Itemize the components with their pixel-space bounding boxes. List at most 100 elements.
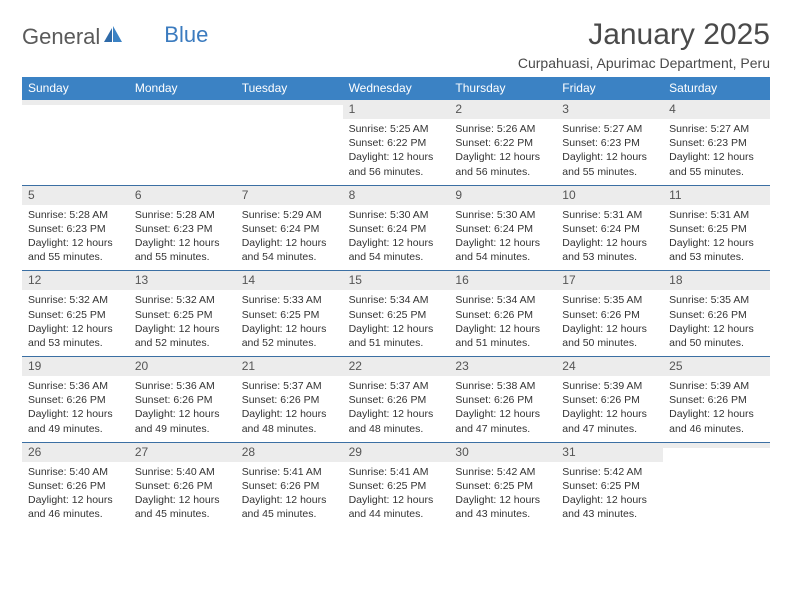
sunrise-text: Sunrise: 5:26 AM <box>455 122 550 136</box>
day-details: Sunrise: 5:26 AMSunset: 6:22 PMDaylight:… <box>449 119 556 185</box>
page-title: January 2025 <box>518 18 770 52</box>
sunrise-text: Sunrise: 5:33 AM <box>242 293 337 307</box>
day-cell: 17Sunrise: 5:35 AMSunset: 6:26 PMDayligh… <box>556 271 663 356</box>
sunrise-text: Sunrise: 5:32 AM <box>28 293 123 307</box>
day-details: Sunrise: 5:39 AMSunset: 6:26 PMDaylight:… <box>663 376 770 442</box>
sunrise-text: Sunrise: 5:36 AM <box>135 379 230 393</box>
day-cell: 6Sunrise: 5:28 AMSunset: 6:23 PMDaylight… <box>129 186 236 271</box>
sunset-text: Sunset: 6:25 PM <box>28 308 123 322</box>
title-block: January 2025 Curpahuasi, Apurimac Depart… <box>518 18 770 71</box>
sunrise-text: Sunrise: 5:27 AM <box>669 122 764 136</box>
day-cell: 28Sunrise: 5:41 AMSunset: 6:26 PMDayligh… <box>236 443 343 528</box>
logo-sail-icon <box>104 26 122 47</box>
daylight-text: Daylight: 12 hours and 53 minutes. <box>669 236 764 264</box>
daylight-text: Daylight: 12 hours and 48 minutes. <box>242 407 337 435</box>
sunset-text: Sunset: 6:24 PM <box>562 222 657 236</box>
sunrise-text: Sunrise: 5:30 AM <box>349 208 444 222</box>
sunset-text: Sunset: 6:26 PM <box>562 308 657 322</box>
sunset-text: Sunset: 6:26 PM <box>669 393 764 407</box>
daylight-text: Daylight: 12 hours and 45 minutes. <box>135 493 230 521</box>
sunset-text: Sunset: 6:25 PM <box>349 479 444 493</box>
sunset-text: Sunset: 6:26 PM <box>562 393 657 407</box>
sunset-text: Sunset: 6:26 PM <box>135 479 230 493</box>
daylight-text: Daylight: 12 hours and 43 minutes. <box>455 493 550 521</box>
day-number: 14 <box>236 271 343 290</box>
sunset-text: Sunset: 6:25 PM <box>135 308 230 322</box>
dow-saturday: Saturday <box>663 77 770 100</box>
daylight-text: Daylight: 12 hours and 51 minutes. <box>455 322 550 350</box>
day-number <box>663 443 770 448</box>
day-details: Sunrise: 5:37 AMSunset: 6:26 PMDaylight:… <box>343 376 450 442</box>
day-number: 23 <box>449 357 556 376</box>
day-cell: 9Sunrise: 5:30 AMSunset: 6:24 PMDaylight… <box>449 186 556 271</box>
day-number: 25 <box>663 357 770 376</box>
sunrise-text: Sunrise: 5:31 AM <box>669 208 764 222</box>
day-details: Sunrise: 5:42 AMSunset: 6:25 PMDaylight:… <box>449 462 556 528</box>
sunrise-text: Sunrise: 5:28 AM <box>28 208 123 222</box>
day-number <box>236 100 343 105</box>
sunrise-text: Sunrise: 5:34 AM <box>455 293 550 307</box>
day-number: 6 <box>129 186 236 205</box>
sunset-text: Sunset: 6:25 PM <box>349 308 444 322</box>
day-details: Sunrise: 5:40 AMSunset: 6:26 PMDaylight:… <box>22 462 129 528</box>
calendar: Sunday Monday Tuesday Wednesday Thursday… <box>22 77 770 527</box>
day-cell: 11Sunrise: 5:31 AMSunset: 6:25 PMDayligh… <box>663 186 770 271</box>
day-cell: 7Sunrise: 5:29 AMSunset: 6:24 PMDaylight… <box>236 186 343 271</box>
sunset-text: Sunset: 6:24 PM <box>349 222 444 236</box>
day-cell: 14Sunrise: 5:33 AMSunset: 6:25 PMDayligh… <box>236 271 343 356</box>
dow-friday: Friday <box>556 77 663 100</box>
day-cell: 16Sunrise: 5:34 AMSunset: 6:26 PMDayligh… <box>449 271 556 356</box>
day-cell: 22Sunrise: 5:37 AMSunset: 6:26 PMDayligh… <box>343 357 450 442</box>
logo-word2: Blue <box>164 22 208 48</box>
day-number: 12 <box>22 271 129 290</box>
day-number: 2 <box>449 100 556 119</box>
sunset-text: Sunset: 6:25 PM <box>669 222 764 236</box>
day-details: Sunrise: 5:37 AMSunset: 6:26 PMDaylight:… <box>236 376 343 442</box>
day-details: Sunrise: 5:36 AMSunset: 6:26 PMDaylight:… <box>129 376 236 442</box>
day-details: Sunrise: 5:40 AMSunset: 6:26 PMDaylight:… <box>129 462 236 528</box>
day-of-week-header: Sunday Monday Tuesday Wednesday Thursday… <box>22 77 770 100</box>
sunrise-text: Sunrise: 5:29 AM <box>242 208 337 222</box>
day-number: 30 <box>449 443 556 462</box>
day-number: 9 <box>449 186 556 205</box>
day-details: Sunrise: 5:34 AMSunset: 6:26 PMDaylight:… <box>449 290 556 356</box>
day-number: 19 <box>22 357 129 376</box>
day-cell: 13Sunrise: 5:32 AMSunset: 6:25 PMDayligh… <box>129 271 236 356</box>
day-cell: 2Sunrise: 5:26 AMSunset: 6:22 PMDaylight… <box>449 100 556 185</box>
day-details: Sunrise: 5:27 AMSunset: 6:23 PMDaylight:… <box>556 119 663 185</box>
day-details: Sunrise: 5:31 AMSunset: 6:25 PMDaylight:… <box>663 205 770 271</box>
daylight-text: Daylight: 12 hours and 47 minutes. <box>455 407 550 435</box>
day-details: Sunrise: 5:29 AMSunset: 6:24 PMDaylight:… <box>236 205 343 271</box>
sunset-text: Sunset: 6:23 PM <box>669 136 764 150</box>
sunset-text: Sunset: 6:25 PM <box>455 479 550 493</box>
day-cell: 29Sunrise: 5:41 AMSunset: 6:25 PMDayligh… <box>343 443 450 528</box>
daylight-text: Daylight: 12 hours and 54 minutes. <box>349 236 444 264</box>
day-details: Sunrise: 5:36 AMSunset: 6:26 PMDaylight:… <box>22 376 129 442</box>
day-details: Sunrise: 5:33 AMSunset: 6:25 PMDaylight:… <box>236 290 343 356</box>
day-number: 11 <box>663 186 770 205</box>
week-row: 26Sunrise: 5:40 AMSunset: 6:26 PMDayligh… <box>22 443 770 528</box>
day-cell <box>663 443 770 528</box>
sunrise-text: Sunrise: 5:42 AM <box>562 465 657 479</box>
sunrise-text: Sunrise: 5:27 AM <box>562 122 657 136</box>
daylight-text: Daylight: 12 hours and 46 minutes. <box>669 407 764 435</box>
sunset-text: Sunset: 6:23 PM <box>562 136 657 150</box>
day-cell: 27Sunrise: 5:40 AMSunset: 6:26 PMDayligh… <box>129 443 236 528</box>
day-number: 21 <box>236 357 343 376</box>
day-cell: 12Sunrise: 5:32 AMSunset: 6:25 PMDayligh… <box>22 271 129 356</box>
day-cell: 18Sunrise: 5:35 AMSunset: 6:26 PMDayligh… <box>663 271 770 356</box>
sunrise-text: Sunrise: 5:41 AM <box>349 465 444 479</box>
week-row: 19Sunrise: 5:36 AMSunset: 6:26 PMDayligh… <box>22 357 770 443</box>
day-number: 8 <box>343 186 450 205</box>
page-subtitle: Curpahuasi, Apurimac Department, Peru <box>518 55 770 71</box>
daylight-text: Daylight: 12 hours and 44 minutes. <box>349 493 444 521</box>
day-cell: 21Sunrise: 5:37 AMSunset: 6:26 PMDayligh… <box>236 357 343 442</box>
sunset-text: Sunset: 6:25 PM <box>242 308 337 322</box>
day-cell: 20Sunrise: 5:36 AMSunset: 6:26 PMDayligh… <box>129 357 236 442</box>
sunset-text: Sunset: 6:26 PM <box>135 393 230 407</box>
sunrise-text: Sunrise: 5:37 AM <box>349 379 444 393</box>
day-details: Sunrise: 5:35 AMSunset: 6:26 PMDaylight:… <box>556 290 663 356</box>
daylight-text: Daylight: 12 hours and 49 minutes. <box>135 407 230 435</box>
logo: General Blue <box>22 18 208 50</box>
day-number: 27 <box>129 443 236 462</box>
